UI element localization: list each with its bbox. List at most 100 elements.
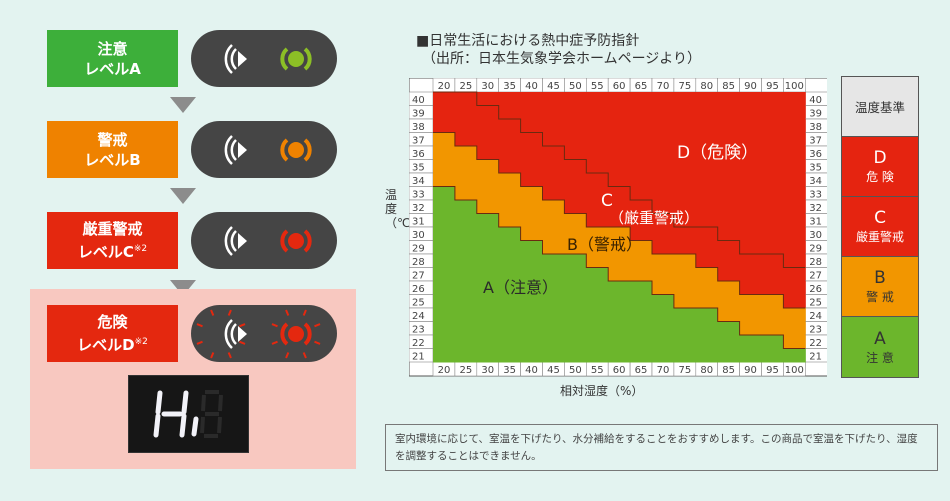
chart-title: ■日常生活における熱中症予防指針 （出所：日本生気象学会ホームページより） [416,32,701,68]
svg-text:25: 25 [412,298,425,309]
svg-text:31: 31 [809,217,822,228]
indicator-b [191,121,337,178]
svg-text:C: C [601,191,613,211]
svg-text:39: 39 [809,109,822,120]
heat-grid: 20 20 25 25 30 30 35 35 40 40 45 45 50 50 55 55 60 60 65 65… [409,78,827,377]
speaker-lamp-icon [224,135,312,165]
svg-text:65: 65 [635,365,648,376]
svg-text:27: 27 [809,271,822,282]
level-b-label: 警戒 レベルB [47,121,178,178]
level-a-label: 注意 レベルA [47,30,178,87]
svg-text:29: 29 [412,244,425,255]
svg-text:A（注意）: A（注意） [483,278,558,297]
svg-text:80: 80 [700,81,713,92]
svg-text:24: 24 [412,311,425,322]
heat-chart: 20 20 25 25 30 30 35 35 40 40 45 45 50 50 55 55 60 60 65 65… [409,78,827,378]
svg-text:30: 30 [412,230,425,241]
arrow-down-icon [170,188,196,204]
svg-text:22: 22 [412,338,425,349]
svg-text:50: 50 [569,365,582,376]
hi-digits-icon [153,390,223,438]
svg-text:25: 25 [459,81,472,92]
level-d-subtitle: レベルD※2 [77,336,148,354]
level-b-title: 警戒 [97,130,128,149]
svg-text:38: 38 [412,122,425,133]
level-d-label: 危険レベルD※2 [47,305,178,362]
svg-text:35: 35 [503,365,516,376]
svg-text:33: 33 [809,190,822,201]
chart-source: （出所：日本生気象学会ホームページより） [422,51,702,67]
svg-text:65: 65 [635,81,648,92]
svg-text:（厳重警戒）: （厳重警戒） [609,209,699,227]
level-d-title: 危険 [97,313,128,331]
svg-text:55: 55 [591,365,604,376]
svg-text:45: 45 [547,81,560,92]
disclaimer-note: 室内環境に応じて、室温を下げたり、水分補給をすることをおすすめします。この商品で… [385,424,938,471]
svg-text:38: 38 [809,122,822,133]
svg-text:27: 27 [412,271,425,282]
svg-text:34: 34 [809,176,822,187]
svg-text:32: 32 [809,203,822,214]
indicator-c [191,212,337,269]
svg-text:60: 60 [613,81,626,92]
svg-text:100: 100 [785,365,804,376]
arrow-down-icon [170,97,196,113]
svg-text:33: 33 [412,190,425,201]
svg-text:75: 75 [678,365,691,376]
svg-text:21: 21 [412,352,425,363]
svg-text:25: 25 [459,365,472,376]
svg-text:50: 50 [569,81,582,92]
svg-text:55: 55 [591,81,604,92]
legend-item-c: C 厳重警戒 [842,197,918,257]
svg-text:40: 40 [412,95,425,106]
svg-text:20: 20 [438,365,451,376]
level-a-title: 注意 [97,39,128,58]
svg-text:36: 36 [412,149,425,160]
level-c-label: 厳重警戒レベルC※2 [47,212,178,269]
svg-text:32: 32 [412,203,425,214]
svg-text:22: 22 [809,338,822,349]
svg-text:35: 35 [809,163,822,174]
svg-text:23: 23 [412,325,425,336]
lcd-display [128,375,249,453]
svg-text:90: 90 [744,365,757,376]
svg-text:95: 95 [766,365,779,376]
svg-text:21: 21 [809,352,822,363]
svg-text:25: 25 [809,298,822,309]
svg-text:30: 30 [481,81,494,92]
svg-text:37: 37 [412,136,425,147]
svg-text:36: 36 [809,149,822,160]
svg-text:45: 45 [547,365,560,376]
svg-text:90: 90 [744,81,757,92]
level-c-subtitle: レベルC※2 [77,243,148,261]
svg-text:40: 40 [809,95,822,106]
svg-text:95: 95 [766,81,779,92]
svg-text:37: 37 [809,136,822,147]
svg-text:85: 85 [722,365,735,376]
indicator-a [191,30,337,87]
level-c-title: 厳重警戒 [82,220,143,238]
svg-text:30: 30 [481,365,494,376]
svg-text:35: 35 [503,81,516,92]
svg-text:40: 40 [525,81,538,92]
speaker-lamp-icon [224,226,312,256]
chart-title-line1: ■日常生活における熱中症予防指針 [416,33,640,49]
y-axis-label: 温度（℃） [385,188,423,230]
svg-text:35: 35 [412,163,425,174]
speaker-lamp-icon [224,44,312,74]
svg-text:100: 100 [785,81,804,92]
svg-text:29: 29 [809,244,822,255]
svg-text:39: 39 [412,109,425,120]
svg-text:70: 70 [657,81,670,92]
svg-text:20: 20 [438,81,451,92]
svg-text:26: 26 [412,284,425,295]
svg-text:B（警戒）: B（警戒） [567,235,642,254]
level-b-subtitle: レベルB [84,150,141,169]
svg-text:60: 60 [613,365,626,376]
svg-text:70: 70 [657,365,670,376]
svg-text:40: 40 [525,365,538,376]
